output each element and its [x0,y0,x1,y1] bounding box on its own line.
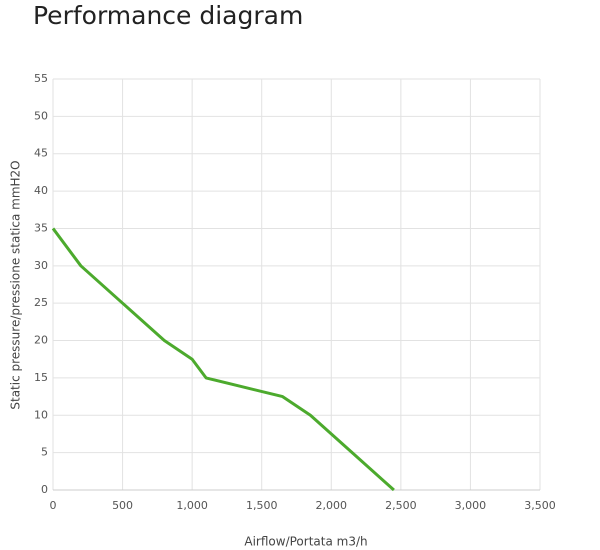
y-tick-label: 0 [41,483,48,496]
y-axis-label: Static pressure/pressione statica mmH2O [9,160,23,409]
y-tick-label: 30 [34,259,48,272]
x-tick-label: 1,000 [176,499,208,512]
data-line [51,227,395,492]
y-tick-label: 55 [34,72,48,85]
y-tick-label: 40 [34,184,48,197]
x-tick-label: 3,500 [524,499,556,512]
y-tick-label: 25 [34,296,48,309]
y-tick-label: 50 [34,109,48,122]
x-tick-label: 500 [112,499,133,512]
y-tick-label: 35 [34,221,48,234]
x-axis-label: Airflow/Portata m3/h [244,535,367,549]
y-tick-label: 20 [34,334,48,347]
x-tick-label: 3,000 [455,499,487,512]
y-tick-label: 5 [41,446,48,459]
y-tick-label: 10 [34,408,48,421]
x-tick-label: 1,500 [246,499,278,512]
x-tick-label: 2,000 [316,499,348,512]
chart-title: Performance diagram [33,1,303,30]
x-tick-label: 0 [50,499,57,512]
x-tick-label: 2,500 [385,499,417,512]
y-tick-label: 15 [34,371,48,384]
y-tick-label: 45 [34,147,48,160]
